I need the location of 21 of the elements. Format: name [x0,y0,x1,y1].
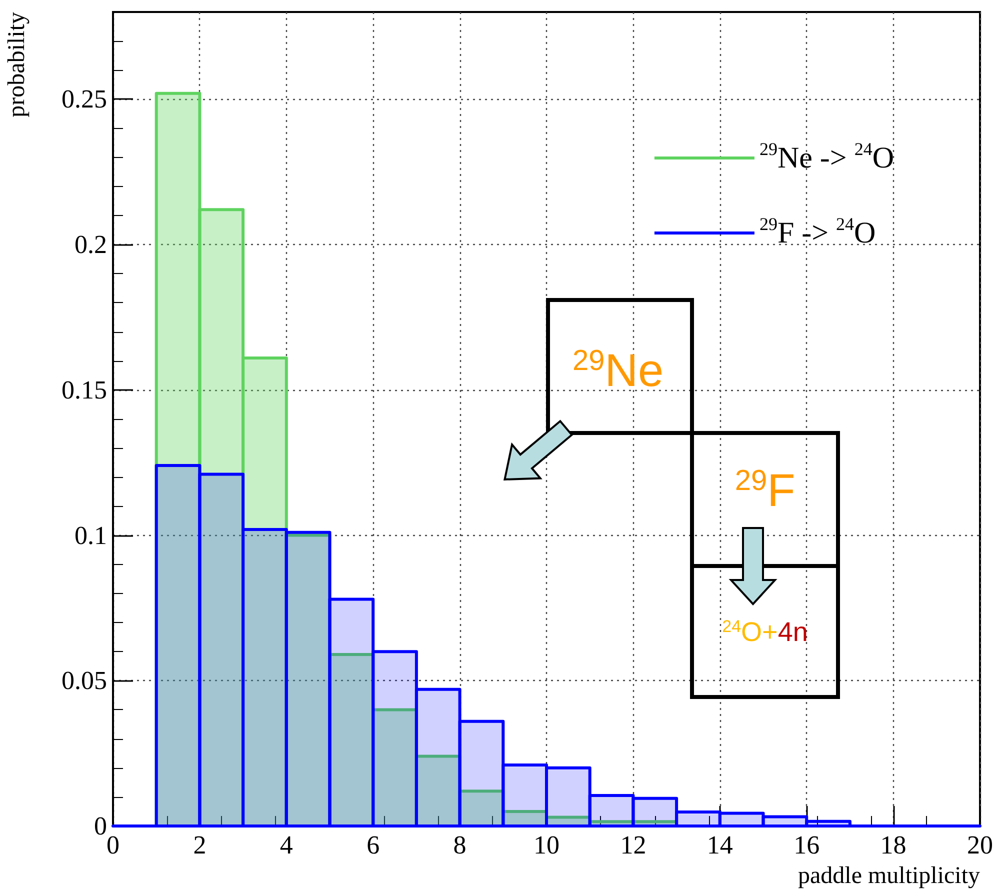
y-tick-label: 0.2 [74,230,107,260]
x-tick-label: 8 [453,830,466,860]
y-tick-label: 0 [94,812,107,840]
y-tick-label: 0.15 [62,375,107,404]
x-tick-label: 4 [280,830,293,860]
y-tick-label: 0.05 [62,666,107,696]
y-axis-title: probability [4,12,30,118]
x-tick-label: 20 [967,830,993,860]
x-tick-label: 2 [193,830,206,860]
annotation: $^{29}$Ne [572,344,664,396]
y-tick-label: 0.1 [74,520,107,550]
x-tick-label: 18 [880,830,906,860]
x-tick-label: 10 [534,830,560,860]
x-tick-label: 14 [706,830,733,860]
x-tick-label: 6 [366,830,380,860]
annotation: $^{29}$F [734,464,796,516]
y-tick-label: 0.25 [62,84,107,114]
x-tick-label: 16 [794,830,820,860]
x-axis-title: paddle multiplicity [798,863,980,889]
annotation: $^{24}$O+4n [722,616,808,647]
x-tick-label: 12 [620,830,646,860]
